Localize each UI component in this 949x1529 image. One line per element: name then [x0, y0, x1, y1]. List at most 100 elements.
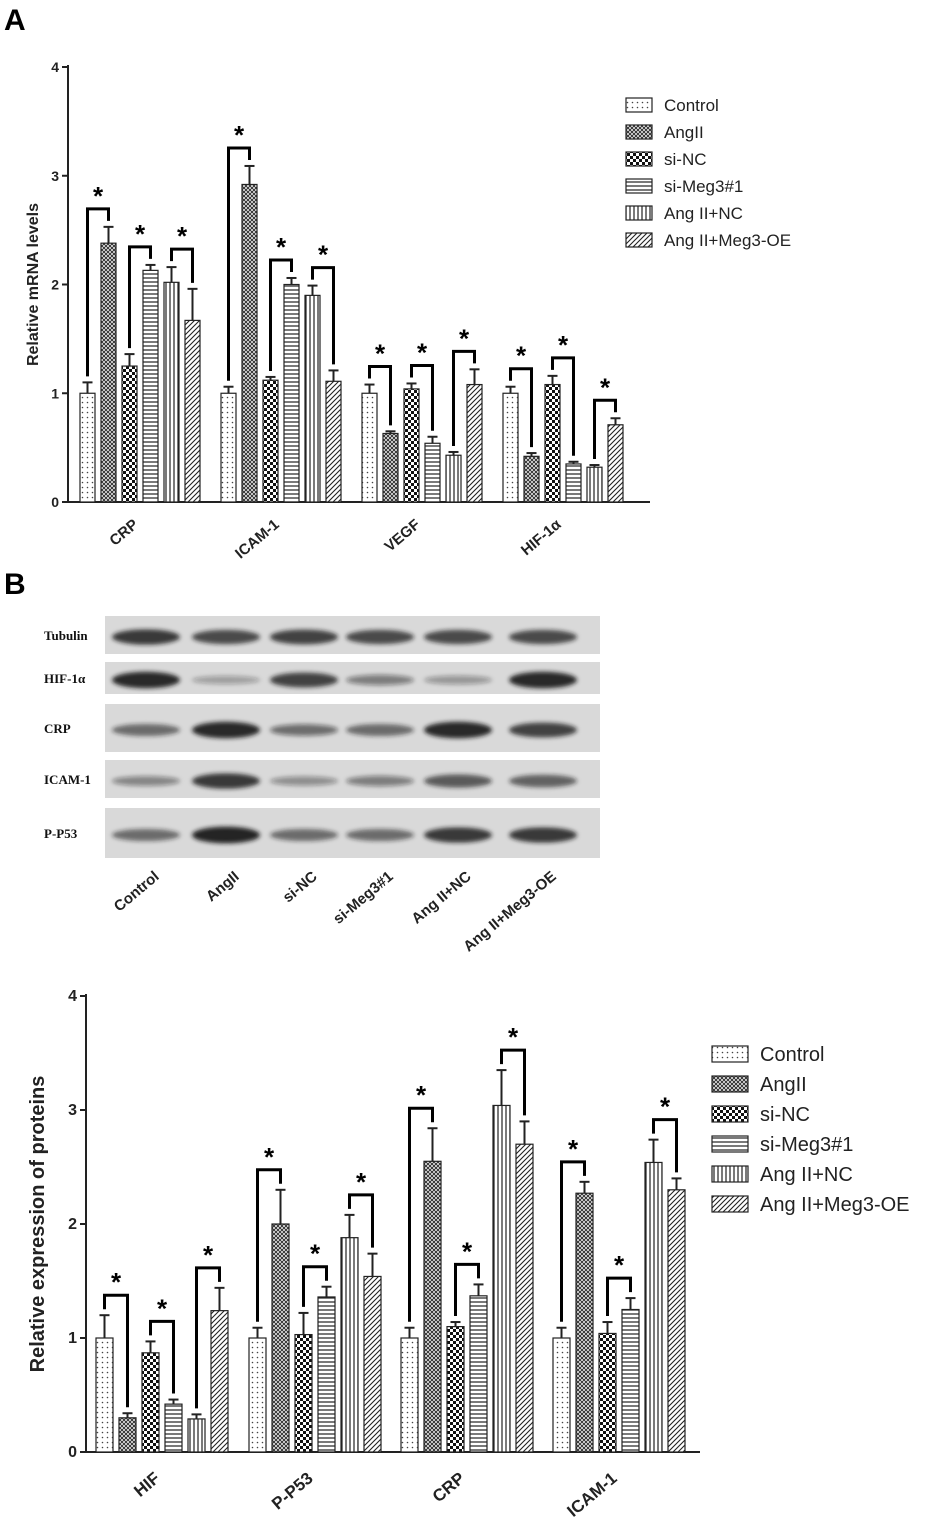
b-bar-HIF-Control [95, 1337, 114, 1453]
b-bar-P-P53-si-NC [294, 1333, 313, 1453]
b-bar-CRP-si-NC [446, 1325, 465, 1453]
blot-band-Tubulin-1 [192, 629, 260, 645]
a-sig-star-8: * [459, 323, 470, 353]
a-sig-bracket-8 [452, 349, 476, 446]
b-ytick-label-0: 0 [68, 1444, 77, 1461]
a-legend-label-2: si-NC [664, 150, 707, 169]
blot-band-HIF-1α-0 [112, 671, 180, 689]
a-bar-ICAM-1-Ang II+Meg3-OE [325, 380, 342, 503]
b-legend-swatch-3 [711, 1135, 749, 1153]
a-legend-swatch-1 [625, 124, 653, 140]
b-legend-label-3: si-Meg3#1 [760, 1134, 853, 1156]
a-category-label-1: ICAM-1 [232, 516, 283, 562]
b-category-label-2: CRP [429, 1469, 469, 1507]
chart-mrna-levels: 0 1 2 3 4 Relative mRNA levels CRP ICAM-1 VEGF HI… [25, 59, 791, 562]
blot-lane-label-0: Control [111, 868, 163, 915]
a-sig-bracket-3 [227, 146, 251, 381]
b-legend-label-2: si-NC [760, 1104, 810, 1126]
a-bar-CRP-AngII [100, 242, 117, 503]
a-sig-bracket-6 [368, 365, 392, 426]
b-bar-ICAM-1-Control [552, 1337, 571, 1453]
b-bar-P-P53-Control [248, 1337, 267, 1453]
a-bar-VEGF-si-Meg3#1 [424, 442, 441, 503]
a-bar-HIF-1α-si-NC [544, 383, 561, 503]
a-bar-CRP-si-Meg3#1 [142, 269, 159, 503]
a-legend-swatch-3 [625, 178, 653, 194]
a-sig-star-11: * [600, 372, 611, 402]
blot-band-HIF-1α-1 [192, 675, 260, 685]
b-legend-label-1: AngII [760, 1074, 807, 1096]
b-bar-CRP-Control [400, 1337, 419, 1453]
b-category-label-3: ICAM-1 [563, 1469, 620, 1521]
b-bar-CRP-Ang II+NC [492, 1104, 511, 1453]
a-category-label-2: VEGF [381, 516, 423, 555]
a-sig-star-9: * [516, 341, 527, 371]
b-sig-star-10: * [614, 1250, 625, 1280]
b-bar-HIF-si-NC [141, 1352, 160, 1453]
blot-band-P-P53-5 [509, 827, 577, 843]
a-ytick-label-4: 4 [51, 59, 59, 75]
a-legend-label-5: Ang II+Meg3-OE [664, 231, 791, 250]
blot-band-CRP-4 [424, 721, 492, 739]
blot-band-P-P53-4 [424, 827, 492, 843]
b-sig-star-5: * [356, 1167, 367, 1197]
western-blot: Tubulin HIF-1α CRP ICAM-1 P-P53 Control AngII s… [44, 616, 600, 955]
blot-band-ICAM-1-0 [112, 776, 180, 786]
b-bar-CRP-Ang II+Meg3-OE [515, 1143, 534, 1453]
a-sig-bracket-9 [509, 367, 533, 448]
blot-band-ICAM-1-2 [270, 776, 338, 786]
a-legend-swatch-4 [625, 205, 653, 221]
blot-band-ICAM-1-3 [346, 775, 414, 787]
b-bar-ICAM-1-Ang II+NC [644, 1161, 663, 1453]
b-sig-bracket-2 [195, 1266, 221, 1409]
blot-band-CRP-2 [270, 724, 338, 736]
b-bar-P-P53-Ang II+NC [340, 1237, 359, 1453]
b-sig-bracket-7 [454, 1262, 480, 1317]
b-sig-star-9: * [568, 1134, 579, 1164]
b-bar-P-P53-Ang II+Meg3-OE [363, 1275, 382, 1453]
a-bar-VEGF-si-NC [403, 388, 420, 503]
b-sig-bracket-5 [348, 1193, 374, 1248]
a-bar-VEGF-AngII [382, 432, 399, 503]
a-sig-star-0: * [93, 181, 104, 211]
a-sig-star-6: * [375, 339, 386, 369]
a-sig-bracket-11 [593, 398, 617, 460]
blot-band-CRP-1 [192, 721, 260, 739]
a-legend-swatch-2 [625, 151, 653, 167]
b-sig-bracket-1 [149, 1319, 175, 1394]
blot-band-HIF-1α-3 [346, 674, 414, 686]
a-bar-HIF-1α-si-Meg3#1 [565, 463, 582, 503]
b-sig-bracket-10 [606, 1276, 632, 1317]
a-legend-label-3: si-Meg3#1 [664, 177, 743, 196]
blot-row-label-3: ICAM-1 [44, 772, 91, 787]
b-bar-CRP-si-Meg3#1 [469, 1295, 488, 1453]
a-sig-bracket-10 [551, 356, 575, 456]
a-sig-star-2: * [177, 221, 188, 251]
a-ytick-label-0: 0 [51, 494, 59, 510]
a-bar-HIF-1α-Ang II+Meg3-OE [607, 424, 624, 503]
b-ytick-label-1: 1 [68, 1330, 77, 1347]
a-sig-bracket-0 [86, 207, 110, 377]
blot-band-HIF-1α-4 [424, 675, 492, 685]
b-sig-star-6: * [416, 1080, 427, 1110]
b-sig-bracket-9 [560, 1160, 586, 1322]
blot-row-label-2: CRP [44, 721, 71, 736]
blot-lane-label-1: AngII [203, 868, 243, 905]
a-bar-CRP-si-NC [121, 365, 138, 503]
b-bar-HIF-Ang II+Meg3-OE [210, 1310, 229, 1453]
blot-band-P-P53-1 [192, 826, 260, 844]
b-bar-HIF-si-Meg3#1 [164, 1403, 183, 1453]
blot-band-Tubulin-4 [424, 629, 492, 645]
chart-protein-expression: 0 1 2 3 4 Relative expression of proteins HIF P… [27, 988, 910, 1521]
a-sig-star-4: * [276, 232, 287, 262]
b-bar-P-P53-si-Meg3#1 [317, 1296, 336, 1453]
a-legend-swatch-0 [625, 97, 653, 113]
a-bar-HIF-1α-Control [502, 392, 519, 503]
b-sig-star-3: * [264, 1142, 275, 1172]
blot-band-ICAM-1-1 [192, 773, 260, 789]
a-bar-ICAM-1-Control [220, 392, 237, 503]
b-sig-bracket-4 [302, 1265, 328, 1307]
b-sig-bracket-11 [652, 1118, 678, 1173]
a-legend-label-4: Ang II+NC [664, 204, 743, 223]
